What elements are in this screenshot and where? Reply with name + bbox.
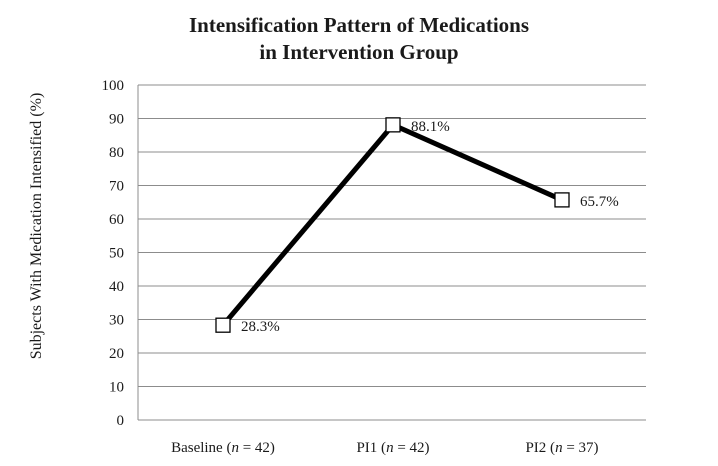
y-axis-label: Subjects With Medication Intensified (%) (28, 93, 45, 360)
y-axis-ticks: 0 10 20 30 40 50 60 70 80 90 100 (102, 78, 125, 429)
series-group: 28.3% 88.1% 65.7% (215, 117, 619, 335)
gridlines (137, 84, 646, 421)
data-point-marker (215, 317, 231, 333)
y-tick-label: 100 (102, 78, 125, 94)
data-point-marker (554, 192, 570, 208)
y-tick-label: 80 (109, 145, 124, 161)
y-tick-label: 50 (109, 246, 124, 262)
y-tick-label: 70 (109, 179, 124, 195)
chart-title: Intensification Pattern of Medications i… (0, 12, 718, 66)
series-line (221, 122, 564, 327)
y-tick-label: 0 (117, 413, 125, 429)
data-label: 28.3% (241, 319, 280, 335)
chart-title-line-2: in Intervention Group (259, 40, 459, 64)
y-tick-label: 20 (109, 346, 124, 362)
x-axis-ticks: Baseline (n = 42) PI1 (n = 42) PI2 (n = 37… (171, 440, 598, 456)
data-point-marker (385, 117, 401, 133)
x-tick-label: PI2 (n = 37) (525, 440, 598, 456)
x-tick-label: PI1 (n = 42) (356, 440, 429, 456)
x-tick-label: Baseline (n = 42) (171, 440, 275, 456)
y-tick-label: 40 (109, 279, 124, 295)
y-tick-label: 90 (109, 112, 124, 128)
y-tick-label: 60 (109, 212, 124, 228)
data-label: 65.7% (580, 194, 619, 210)
chart-title-line-1: Intensification Pattern of Medications (188, 13, 530, 37)
data-label: 88.1% (411, 119, 450, 135)
y-tick-label: 30 (109, 313, 124, 329)
y-tick-label: 10 (109, 380, 124, 396)
